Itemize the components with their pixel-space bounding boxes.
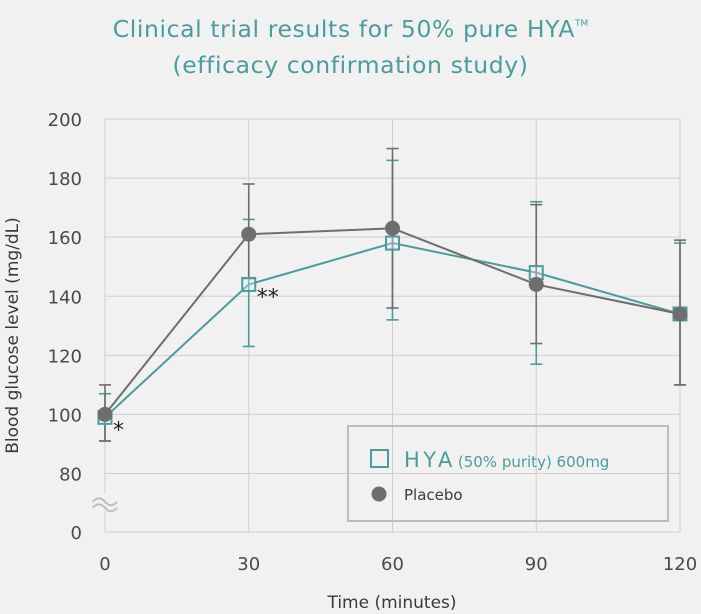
placebo-point (241, 226, 257, 242)
y-tick-label: 160 (48, 228, 82, 249)
title-text: Clinical trial results for 50% pure HYA (112, 15, 575, 43)
x-tick-label: 60 (381, 554, 404, 575)
x-tick-label: 30 (237, 554, 260, 575)
placebo-point (97, 406, 113, 422)
axis-break-mark (92, 503, 118, 513)
y-tick-label: 100 (48, 405, 82, 426)
legend-series-detail: (50% purity) 600mg (458, 453, 609, 471)
legend-circle-icon (371, 486, 387, 502)
y-tick-label: 80 (59, 465, 82, 486)
y-tick-label: 180 (48, 169, 82, 190)
significance-annotation: ** (257, 285, 279, 310)
chart-title: Clinical trial results for 50% pure HYAT… (0, 6, 701, 83)
x-tick-label: 0 (99, 554, 110, 575)
y-tick-label: 200 (48, 110, 82, 131)
y-tick-label: 140 (48, 287, 82, 308)
placebo-point (672, 306, 688, 322)
hya-point (385, 235, 400, 251)
title-line-1: Clinical trial results for 50% pure HYAT… (0, 6, 701, 47)
trademark-mark: TM (575, 19, 589, 29)
y-tick-label: 0 (71, 523, 82, 544)
legend-series-name: HYA (404, 448, 456, 472)
y-axis-title: Blood glucose level (mg/dL) (3, 217, 23, 454)
y-tick-label: 120 (48, 346, 82, 367)
placebo-point (385, 220, 400, 236)
legend-label-placebo: Placebo (404, 486, 463, 504)
legend-box (347, 425, 669, 522)
x-tick-label: 120 (663, 554, 697, 575)
x-tick-label: 90 (525, 554, 548, 575)
legend-square-icon (370, 449, 389, 468)
title-line-2: (efficacy confirmation study) (172, 51, 529, 79)
x-axis-title: Time (minutes) (326, 593, 456, 613)
legend-label-hya: HYA (50% purity) 600mg (404, 448, 609, 472)
axis-break-mark (92, 497, 118, 507)
placebo-point (528, 276, 544, 292)
significance-annotation: * (113, 418, 124, 443)
hya-point (241, 276, 257, 292)
